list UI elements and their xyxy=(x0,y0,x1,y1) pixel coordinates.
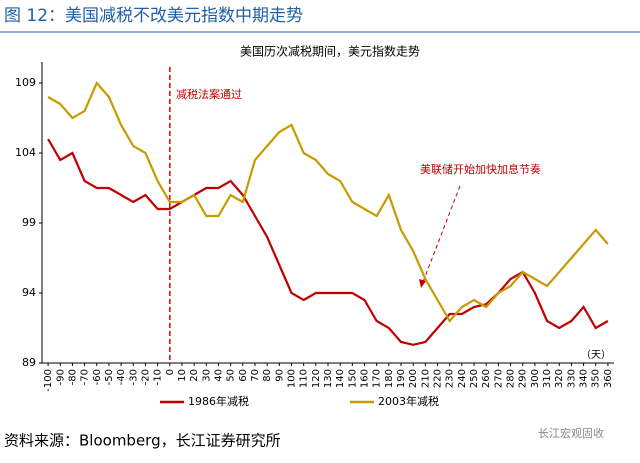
x-tick-label: -60 xyxy=(92,369,103,385)
x-tick-label: 100 xyxy=(286,369,297,388)
x-tick-label: 20 xyxy=(189,369,200,382)
x-tick-label: 300 xyxy=(530,369,541,388)
x-tick-label: 10 xyxy=(177,369,188,382)
x-tick-label: -90 xyxy=(55,369,66,385)
x-tick-label: 250 xyxy=(469,369,480,388)
annotation: 减税法案通过 xyxy=(176,87,242,101)
annotation: 美联储开始加快加息节奏 xyxy=(420,162,541,176)
x-tick-label: -100 xyxy=(43,369,54,392)
chart-title: 美国历次减税期间，美元指数走势 xyxy=(240,44,420,59)
x-tick-label: -80 xyxy=(67,369,78,385)
x-tick-label: 40 xyxy=(213,369,224,382)
y-tick-label: 89 xyxy=(22,356,36,369)
x-tick-label: 70 xyxy=(250,369,261,382)
annotation-arrow xyxy=(422,185,461,283)
arrow-head xyxy=(419,279,426,288)
x-tick-label: 110 xyxy=(299,369,310,388)
x-tick-label: 350 xyxy=(591,369,602,388)
x-tick-label: 320 xyxy=(554,369,565,388)
x-tick-label: 160 xyxy=(360,369,371,388)
figure-title: 图 12：美国减税不改美元指数中期走势 xyxy=(4,6,303,26)
series-line xyxy=(47,80,609,323)
x-tick-label: 170 xyxy=(372,369,383,388)
x-tick-label: 60 xyxy=(238,369,249,382)
watermark: 长江宏观固收 xyxy=(538,426,604,440)
source: 资料来源：Bloomberg，长江证券研究所 xyxy=(4,432,281,450)
x-tick-label: 310 xyxy=(542,369,553,388)
x-tick-label: 230 xyxy=(445,369,456,388)
x-tick-label: 0 xyxy=(165,369,176,375)
x-tick-label: -70 xyxy=(80,369,91,385)
x-tick-label: 150 xyxy=(347,369,358,388)
x-tick-label: 50 xyxy=(226,369,237,382)
x-tick-label: -20 xyxy=(140,369,151,385)
x-tick-label: -10 xyxy=(153,369,164,385)
x-tick-label: 340 xyxy=(579,369,590,388)
y-tick-label: 109 xyxy=(15,76,36,89)
x-tick-label: 260 xyxy=(481,369,492,388)
x-tick-label: -30 xyxy=(128,369,139,385)
x-tick-label: -40 xyxy=(116,369,127,385)
legend-label: 1986年减税 xyxy=(188,394,249,408)
x-tick-label: 360 xyxy=(603,369,614,388)
x-tick-label: -50 xyxy=(104,369,115,385)
legend-label: 2003年减税 xyxy=(378,394,439,408)
x-tick-label: 240 xyxy=(457,369,468,388)
x-tick-label: 90 xyxy=(274,369,285,382)
y-tick-label: 99 xyxy=(22,216,36,229)
x-unit: （天） xyxy=(581,349,611,361)
x-tick-label: 290 xyxy=(518,369,529,388)
x-tick-label: 190 xyxy=(396,369,407,388)
series-line xyxy=(47,138,609,346)
y-tick-label: 104 xyxy=(15,146,36,159)
x-tick-label: 180 xyxy=(384,369,395,388)
x-tick-label: 210 xyxy=(420,369,431,388)
x-tick-label: 220 xyxy=(433,369,444,388)
x-tick-label: 140 xyxy=(335,369,346,388)
y-tick-label: 94 xyxy=(22,286,36,299)
x-tick-label: 130 xyxy=(323,369,334,388)
x-tick-label: 330 xyxy=(566,369,577,388)
x-tick-label: 200 xyxy=(408,369,419,388)
x-tick-label: 30 xyxy=(201,369,212,382)
x-tick-label: 280 xyxy=(506,369,517,388)
x-tick-label: 120 xyxy=(311,369,322,388)
x-tick-label: 270 xyxy=(493,369,504,388)
x-tick-label: 80 xyxy=(262,369,273,382)
